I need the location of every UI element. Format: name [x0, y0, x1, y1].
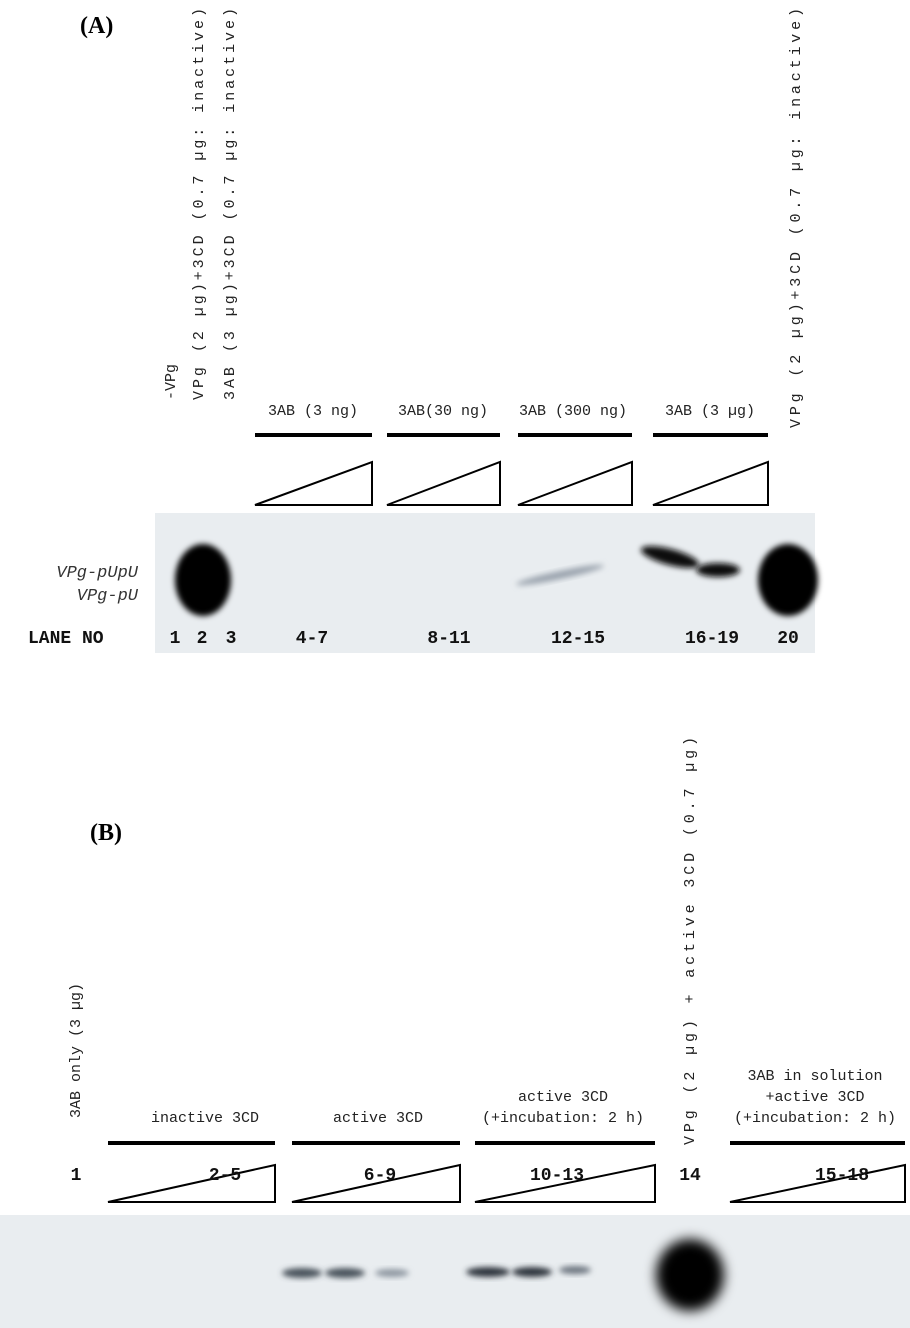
panel-label: (A) — [80, 13, 113, 39]
lane-label: VPg (2 µg) + active 3CD (0.7 µg) — [682, 737, 699, 1145]
lane-label: 3AB only (3 µg) — [68, 983, 85, 1118]
lane-number: 16-19 — [685, 629, 739, 649]
lane-number: 1 — [170, 629, 181, 649]
group-label: 3AB (3 ng) — [268, 403, 358, 420]
group-label: 3AB (300 ng) — [519, 403, 627, 420]
group-label: inactive 3CD — [151, 1110, 259, 1127]
lane-no-label: LANE NO — [28, 629, 104, 649]
lane-label: VPg (2 µg)+3CD (0.7 µg: inactive) — [788, 8, 805, 428]
group-label: (+incubation: 2 h) — [482, 1110, 644, 1127]
group-label: 3AB (3 µg) — [665, 403, 755, 420]
lane-number: 20 — [777, 629, 799, 649]
lane-label: -VPg — [163, 364, 180, 400]
gel-b — [0, 1215, 910, 1328]
lane-number: 3 — [226, 629, 237, 649]
lane-number: 14 — [679, 1166, 701, 1186]
lane-number: 6-9 — [364, 1166, 396, 1186]
group-label: active 3CD — [333, 1110, 423, 1127]
group-label: (+incubation: 2 h) — [734, 1110, 896, 1127]
lane-number: 10-13 — [530, 1166, 584, 1186]
lane-number: 1 — [71, 1166, 82, 1186]
group-label: active 3CD — [518, 1089, 608, 1106]
lane-label: VPg (2 µg)+3CD (0.7 µg: inactive) — [191, 8, 208, 400]
band-label: VPg-pUpU — [56, 564, 138, 583]
group-label: 3AB in solution — [747, 1068, 882, 1085]
group-label: +active 3CD — [765, 1089, 864, 1106]
lane-label: 3AB (3 µg)+3CD (0.7 µg: inactive) — [222, 8, 239, 400]
group-label: 3AB(30 ng) — [398, 403, 488, 420]
lane-number: 15-18 — [815, 1166, 869, 1186]
lane-number: 2-5 — [209, 1166, 241, 1186]
lane-number: 2 — [197, 629, 208, 649]
panel-label: (B) — [90, 820, 122, 846]
group-bars — [255, 435, 768, 505]
lane-number: 8-11 — [427, 629, 470, 649]
lane-number: 4-7 — [296, 629, 328, 649]
band-label: VPg-pU — [77, 587, 139, 606]
figure: (A) -VPg VPg (2 µg)+3CD (0.7 µg: inactiv… — [0, 0, 910, 1328]
lane-number: 12-15 — [551, 629, 605, 649]
